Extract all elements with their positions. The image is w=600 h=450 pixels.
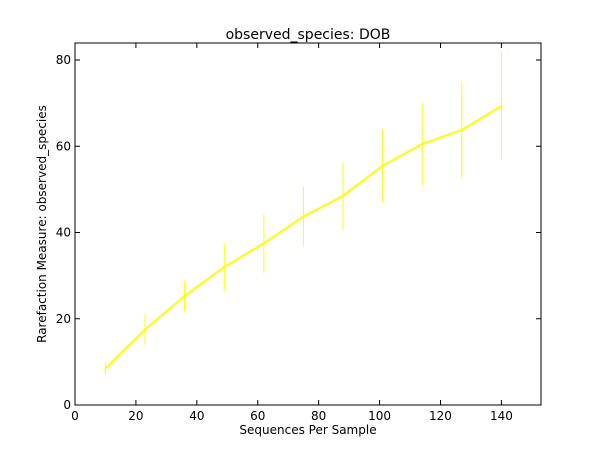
x-tick-label: 40 [189, 409, 204, 423]
x-tick-label: 80 [311, 409, 326, 423]
x-tick-label: 20 [128, 409, 143, 423]
plot-area [74, 42, 542, 406]
x-tick-label: 60 [250, 409, 265, 423]
x-tick-label: 100 [368, 409, 391, 423]
y-tick-label: 40 [56, 226, 71, 240]
data-point [144, 328, 147, 331]
x-axis-label: Sequences Per Sample [239, 423, 376, 437]
x-tick-label: 120 [429, 409, 452, 423]
data-point [500, 105, 503, 108]
y-tick-label: 60 [56, 139, 71, 153]
data-point [302, 215, 305, 218]
data-point [183, 294, 186, 297]
axis-ticks: 0 20 40 60 80 100 120 140 0 20 40 60 80 [56, 43, 541, 423]
y-tick-label: 80 [56, 53, 71, 67]
y-axis-label: Rarefaction Measure: observed_species [35, 105, 49, 343]
series-line-layer [104, 105, 503, 370]
y-tick-label: 20 [56, 312, 71, 326]
data-point [104, 367, 107, 370]
data-point [223, 266, 226, 268]
chart-title: observed_species: DOB [226, 27, 391, 43]
data-point [262, 242, 265, 245]
x-tick-label: 0 [71, 409, 79, 423]
data-point [342, 194, 345, 197]
data-point [421, 143, 424, 146]
y-tick-label: 0 [63, 398, 71, 412]
data-point [381, 164, 384, 167]
x-tick-label: 140 [490, 409, 513, 423]
data-point [460, 128, 463, 131]
